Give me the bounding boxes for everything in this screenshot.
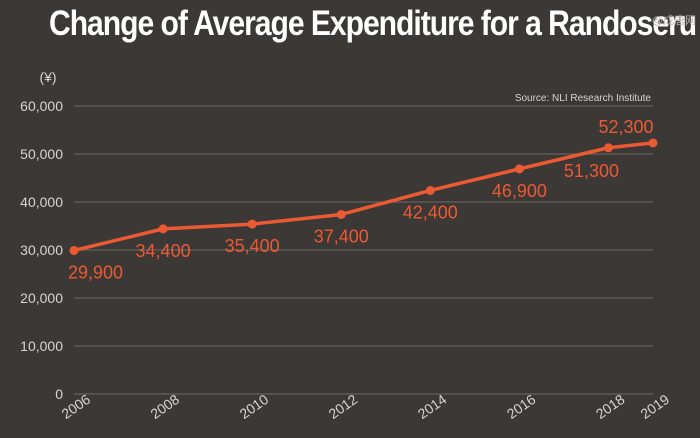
data-label: 52,300 [598,117,653,137]
x-tick-label: 2016 [504,391,539,422]
y-tick-label: 30,000 [20,242,63,258]
data-label: 46,900 [492,181,547,201]
data-labels: 29,900 34,400 35,400 37,400 42,400 46,900 51,3… [68,117,654,283]
data-label: 34,400 [136,241,191,261]
data-points [69,138,658,255]
data-point [158,224,168,234]
data-label: 42,400 [403,202,458,222]
chart-title: Change of Average Expenditure for a Rand… [49,4,697,43]
series-line [72,141,655,253]
y-tick-label: 60,000 [20,98,63,114]
x-tick-label: 2014 [415,391,450,422]
data-point [247,219,257,229]
data-label: 37,400 [314,226,369,246]
data-point [648,138,658,148]
data-point [514,164,524,174]
data-label: 35,400 [225,236,280,256]
data-label: 51,300 [564,161,619,181]
data-point [69,245,79,255]
data-point [336,209,346,219]
x-tick-label: 2019 [637,391,672,422]
y-tick-label: 40,000 [20,194,63,210]
y-tick-label: 50,000 [20,146,63,162]
y-axis-unit: (¥) [39,69,56,85]
source-note: Source: NLI Research Institute [515,93,652,104]
x-tick-label: 2010 [237,391,272,422]
x-tick-label: 2006 [58,391,93,422]
y-tick-label: 20,000 [20,290,63,306]
y-tick-label: 0 [55,386,63,402]
data-label: 29,900 [68,262,123,282]
x-tick-label: 2018 [593,391,628,422]
y-tick-labels: 0 10,000 20,000 30,000 40,000 50,000 60,000 [20,98,63,402]
watermark: @成唐网 [652,14,696,27]
data-point [425,185,435,195]
x-tick-label: 2008 [147,391,182,422]
data-point [603,143,613,153]
y-tick-label: 10,000 [20,338,63,354]
x-tick-label: 2012 [326,391,361,422]
gridlines [74,105,653,395]
x-tick-labels: 2006 2008 2010 2012 2014 2016 2018 2019 [58,391,672,422]
